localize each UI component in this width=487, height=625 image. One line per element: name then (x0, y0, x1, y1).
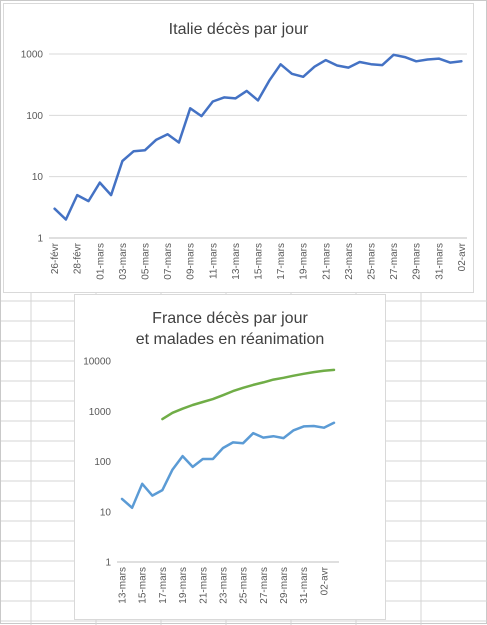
france-chart-title: France décès par jour et malades en réan… (135, 310, 325, 348)
italy-x-tick-label: 07-mars (163, 243, 174, 280)
italy-x-tick-label: 26-févr (50, 242, 61, 274)
france-x-tick-label: 02-avr (319, 566, 330, 595)
italy-x-tick-label: 01-mars (95, 243, 106, 280)
italy-x-tick-label: 15-mars (254, 243, 265, 280)
italy-y-tick-label: 1000 (21, 50, 44, 61)
france-y-tick-label: 1 (105, 558, 111, 569)
italy-x-tick-label: 23-mars (344, 243, 355, 280)
italy-x-tick-label: 17-mars (276, 243, 287, 280)
italy-y-tick-label: 1 (37, 234, 43, 245)
france-x-tick-label: 29-mars (279, 567, 290, 604)
france-series-0-line (120, 421, 336, 510)
france-y-tick-label: 1000 (89, 407, 112, 418)
france-x-tick-label: 27-mars (259, 567, 270, 604)
italy-x-tick-label: 29-mars (412, 243, 423, 280)
italy-chart-title: Italie décès par jour (168, 21, 309, 38)
italy-x-tick-label: 28-févr (73, 242, 84, 274)
france-x-tick-label: 21-mars (198, 567, 209, 604)
france-x-tick-label: 25-mars (239, 567, 250, 604)
italy-x-tick-label: 09-mars (186, 243, 197, 280)
france-y-tick-label: 10 (100, 507, 112, 518)
italy-x-tick-label: 03-mars (118, 243, 129, 280)
italy-y-tick-label: 100 (26, 111, 43, 122)
italy-x-tick-label: 19-mars (299, 243, 310, 280)
france-series-1-line (161, 368, 336, 421)
france-x-tick-label: 31-mars (299, 567, 310, 604)
italy-y-tick-label: 10 (32, 172, 44, 183)
italy-x-tick-label: 21-mars (321, 243, 332, 280)
france-x-tick-label: 15-mars (138, 567, 149, 604)
italy-x-tick-label: 05-mars (141, 243, 152, 280)
italy-x-tick-label: 02-avr (457, 242, 468, 271)
italy-x-tick-label: 25-mars (366, 243, 377, 280)
italy-chart[interactable]: Italie décès par jour 1 10 100 1000 26-févr 2… (3, 3, 474, 293)
france-x-tick-label: 23-mars (218, 567, 229, 604)
france-y-tick-label: 100 (94, 457, 111, 468)
france-x-tick-label: 19-mars (178, 567, 189, 604)
france-chart[interactable]: France décès par jour et malades en réan… (74, 294, 386, 620)
france-x-tick-label: 13-mars (118, 567, 129, 604)
france-x-tick-label: 17-mars (158, 567, 169, 604)
france-chart-plot: 1 10 100 1000 10000 13-mars 15-mars 17-mars 19-m… (83, 357, 339, 604)
france-y-tick-label: 10000 (83, 357, 111, 368)
italy-x-tick-label: 11-mars (208, 243, 219, 279)
italy-x-tick-label: 27-mars (389, 243, 400, 280)
italy-x-tick-label: 31-mars (434, 243, 445, 280)
italy-x-tick-label: 13-mars (231, 243, 242, 280)
italy-chart-plot: 1 10 100 1000 26-févr 28-févr 01-mars 03-mars 05… (21, 50, 468, 280)
italy-series-0-line (53, 53, 463, 221)
